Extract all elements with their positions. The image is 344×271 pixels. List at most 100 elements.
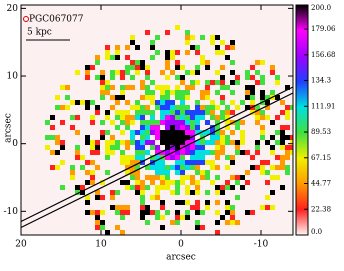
- x-tick-label: 0: [178, 240, 184, 250]
- map-pixel: [160, 185, 165, 190]
- map-pixel: [130, 185, 135, 190]
- map-pixel: [140, 125, 145, 130]
- map-pixel: [185, 35, 190, 40]
- map-pixel: [150, 110, 155, 115]
- map-pixel: [95, 140, 100, 145]
- map-pixel: [260, 160, 265, 165]
- map-pixel: [185, 235, 190, 240]
- map-pixel: [285, 105, 290, 110]
- map-pixel: [150, 90, 155, 95]
- map-pixel: [285, 165, 290, 170]
- map-pixel: [155, 155, 160, 160]
- map-pixel: [115, 140, 120, 145]
- map-pixel: [170, 120, 175, 125]
- map-pixel: [85, 65, 90, 70]
- map-pixel: [95, 55, 100, 60]
- map-pixel: [155, 150, 160, 155]
- map-pixel: [175, 95, 180, 100]
- map-pixel: [240, 130, 245, 135]
- map-pixel: [105, 115, 110, 120]
- map-pixel: [230, 215, 235, 220]
- map-pixel: [140, 110, 145, 115]
- map-pixel: [155, 210, 160, 215]
- map-pixel: [120, 215, 125, 220]
- map-pixel: [165, 170, 170, 175]
- map-pixel: [260, 115, 265, 120]
- map-pixel: [150, 120, 155, 125]
- map-pixel: [185, 30, 190, 35]
- map-pixel: [195, 125, 200, 130]
- map-pixel: [285, 155, 290, 160]
- map-pixel: [285, 110, 290, 115]
- map-pixel: [120, 180, 125, 185]
- map-pixel: [120, 95, 125, 100]
- colorbar-tick-label: 44.77: [311, 180, 331, 188]
- map-pixel: [135, 60, 140, 65]
- map-pixel: [215, 220, 220, 225]
- map-pixel: [140, 140, 145, 145]
- map-pixel: [95, 105, 100, 110]
- x-tick-label: -10: [254, 240, 269, 250]
- map-pixel: [105, 230, 110, 235]
- map-pixel: [185, 110, 190, 115]
- map-pixel: [175, 135, 180, 140]
- map-pixel: [250, 90, 255, 95]
- map-pixel: [75, 130, 80, 135]
- map-pixel: [290, 140, 293, 145]
- map-pixel: [200, 35, 205, 40]
- map-pixel: [130, 165, 135, 170]
- map-pixel: [90, 180, 95, 185]
- map-pixel: [225, 180, 230, 185]
- map-pixel: [165, 30, 170, 35]
- map-pixel: [165, 150, 170, 155]
- map-pixel: [200, 235, 205, 240]
- map-pixel: [245, 105, 250, 110]
- plot-frame: [20, 4, 294, 236]
- map-pixel: [220, 135, 225, 140]
- map-pixel: [270, 165, 275, 170]
- map-pixel: [185, 235, 190, 240]
- map-pixel: [125, 65, 130, 70]
- map-pixel: [285, 115, 290, 120]
- map-pixel: [210, 140, 215, 145]
- map-pixel: [100, 90, 105, 95]
- map-pixel: [115, 145, 120, 150]
- map-pixel: [120, 120, 125, 125]
- map-pixel: [100, 225, 105, 230]
- map-pixel: [150, 45, 155, 50]
- map-pixel: [180, 120, 185, 125]
- map-pixel: [115, 125, 120, 130]
- map-pixel: [210, 150, 215, 155]
- map-pixel: [145, 130, 150, 135]
- map-pixel: [175, 130, 180, 135]
- map-pixel: [180, 90, 185, 95]
- map-pixel: [235, 75, 240, 80]
- map-pixel: [220, 150, 225, 155]
- map-pixel: [95, 150, 100, 155]
- map-pixel: [255, 150, 260, 155]
- map-pixel: [120, 85, 125, 90]
- map-pixel: [225, 45, 230, 50]
- map-pixel: [175, 215, 180, 220]
- map-pixel: [115, 55, 120, 60]
- map-pixel: [140, 80, 145, 85]
- map-pixel: [275, 175, 280, 180]
- map-pixel: [190, 35, 195, 40]
- map-pixel: [240, 150, 245, 155]
- map-pixel: [255, 80, 260, 85]
- map-pixel: [170, 190, 175, 195]
- map-pixel: [60, 160, 65, 165]
- map-pixel: [270, 175, 275, 180]
- map-pixel: [170, 100, 175, 105]
- map-pixel: [195, 225, 200, 230]
- map-pixel: [200, 130, 205, 135]
- map-pixel: [110, 195, 115, 200]
- map-pixel: [150, 210, 155, 215]
- map-pixel: [230, 210, 235, 215]
- map-pixel: [105, 170, 110, 175]
- map-pixel: [220, 100, 225, 105]
- map-pixel: [145, 210, 150, 215]
- map-pixel: [180, 75, 185, 80]
- map-pixel: [185, 200, 190, 205]
- map-pixel: [60, 145, 65, 150]
